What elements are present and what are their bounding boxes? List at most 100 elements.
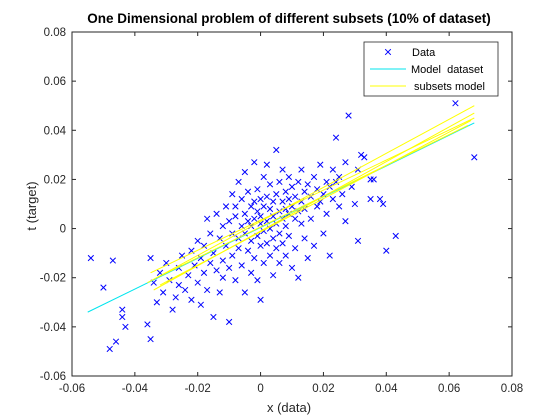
data-point <box>222 203 230 210</box>
data-point <box>112 338 120 345</box>
subset-model-line <box>150 117 475 274</box>
data-point <box>298 166 305 173</box>
data-point <box>257 242 264 249</box>
data-point <box>269 235 277 242</box>
data-point <box>285 232 293 240</box>
y-tick-label: 0.06 <box>44 76 66 88</box>
data-point <box>288 183 296 190</box>
series-layer <box>87 100 478 353</box>
y-tick-label: 0 <box>60 224 66 236</box>
data-point <box>241 210 249 217</box>
data-point <box>282 188 289 195</box>
data-point <box>326 252 333 259</box>
data-point <box>313 203 321 210</box>
data-point <box>276 230 283 237</box>
data-point <box>379 200 387 208</box>
data-point <box>304 181 311 188</box>
data-point <box>172 294 179 301</box>
chart-title: One Dimensional problem of different sub… <box>87 11 491 26</box>
data-point <box>279 166 286 173</box>
data-point <box>351 200 359 208</box>
data-point <box>273 245 280 252</box>
subset-model-line <box>147 105 475 284</box>
data-point <box>159 289 167 296</box>
subset-model-line <box>159 120 472 286</box>
data-point <box>361 154 368 161</box>
data-point <box>119 313 126 321</box>
data-point <box>295 274 302 281</box>
data-point <box>285 173 293 181</box>
legend-entry-model-dataset: Model dataset <box>370 64 483 76</box>
data-point <box>383 247 390 254</box>
data-point <box>367 195 374 203</box>
data-point <box>188 296 195 303</box>
y-tick-label: 0.02 <box>44 174 66 186</box>
data-point <box>251 215 258 222</box>
data-point <box>119 306 126 313</box>
data-point <box>342 218 349 225</box>
data-point <box>106 345 113 353</box>
data-point <box>282 222 289 230</box>
data-point <box>452 100 459 107</box>
y-tick-label: -0.02 <box>40 273 66 285</box>
data-point <box>354 237 362 245</box>
data-point <box>342 159 349 166</box>
data-point <box>225 218 233 225</box>
data-point <box>335 173 343 181</box>
x-tick-label: 0 <box>257 383 263 395</box>
data-point <box>376 195 384 203</box>
data-point <box>269 272 277 279</box>
data-point <box>301 188 308 195</box>
data-point <box>219 274 227 281</box>
x-tick-label: 0.08 <box>501 383 523 395</box>
legend-marker-x-icon <box>384 48 392 56</box>
x-tick-label: -0.04 <box>122 383 149 395</box>
data-point <box>260 203 267 210</box>
data-point <box>175 281 183 289</box>
legend: Data Model dataset subsets model <box>363 41 499 97</box>
data-point <box>247 237 255 245</box>
data-point <box>257 195 264 203</box>
data-point <box>251 159 258 166</box>
data-point <box>313 186 321 193</box>
data-point <box>276 259 283 267</box>
data-point <box>254 277 261 284</box>
data-point <box>260 259 267 267</box>
data-point <box>329 166 337 173</box>
data-point <box>181 286 189 294</box>
legend-entry-subsets-model: subsets model <box>370 81 485 93</box>
data-point <box>323 210 330 217</box>
axes-box <box>71 31 513 377</box>
y-tick-label: 0.08 <box>44 27 66 39</box>
data-point <box>273 191 280 198</box>
legend-label-data: Data <box>412 47 436 59</box>
data-point <box>332 134 340 141</box>
data-point <box>203 215 211 222</box>
x-axis-title: x (data) <box>267 400 311 415</box>
data-point <box>320 230 327 237</box>
data-point <box>194 237 201 245</box>
data-point <box>235 178 242 186</box>
data-point <box>317 161 324 168</box>
ticks-layer: -0.06 -0.04 -0.02 0 0.02 0.04 0.06 0.08 -0.06 -0.… <box>40 27 523 395</box>
data-point <box>213 210 220 217</box>
data-point <box>229 191 236 198</box>
data-point <box>304 254 311 262</box>
data-point <box>247 203 255 210</box>
data-point <box>147 254 154 262</box>
data-point <box>122 323 129 331</box>
data-point <box>210 313 217 321</box>
data-point <box>323 178 330 186</box>
data-point <box>263 193 271 200</box>
x-tick-label: -0.06 <box>59 383 85 395</box>
data-point <box>207 230 214 237</box>
data-point <box>225 264 233 272</box>
legend-x-mark <box>384 48 392 56</box>
data-point <box>291 215 299 222</box>
data-point <box>100 284 107 291</box>
x-tick-label: 0.02 <box>312 383 334 395</box>
data-point <box>269 213 277 220</box>
data-point <box>178 252 186 259</box>
data-point <box>471 154 478 161</box>
x-tick-label: -0.02 <box>185 383 211 395</box>
